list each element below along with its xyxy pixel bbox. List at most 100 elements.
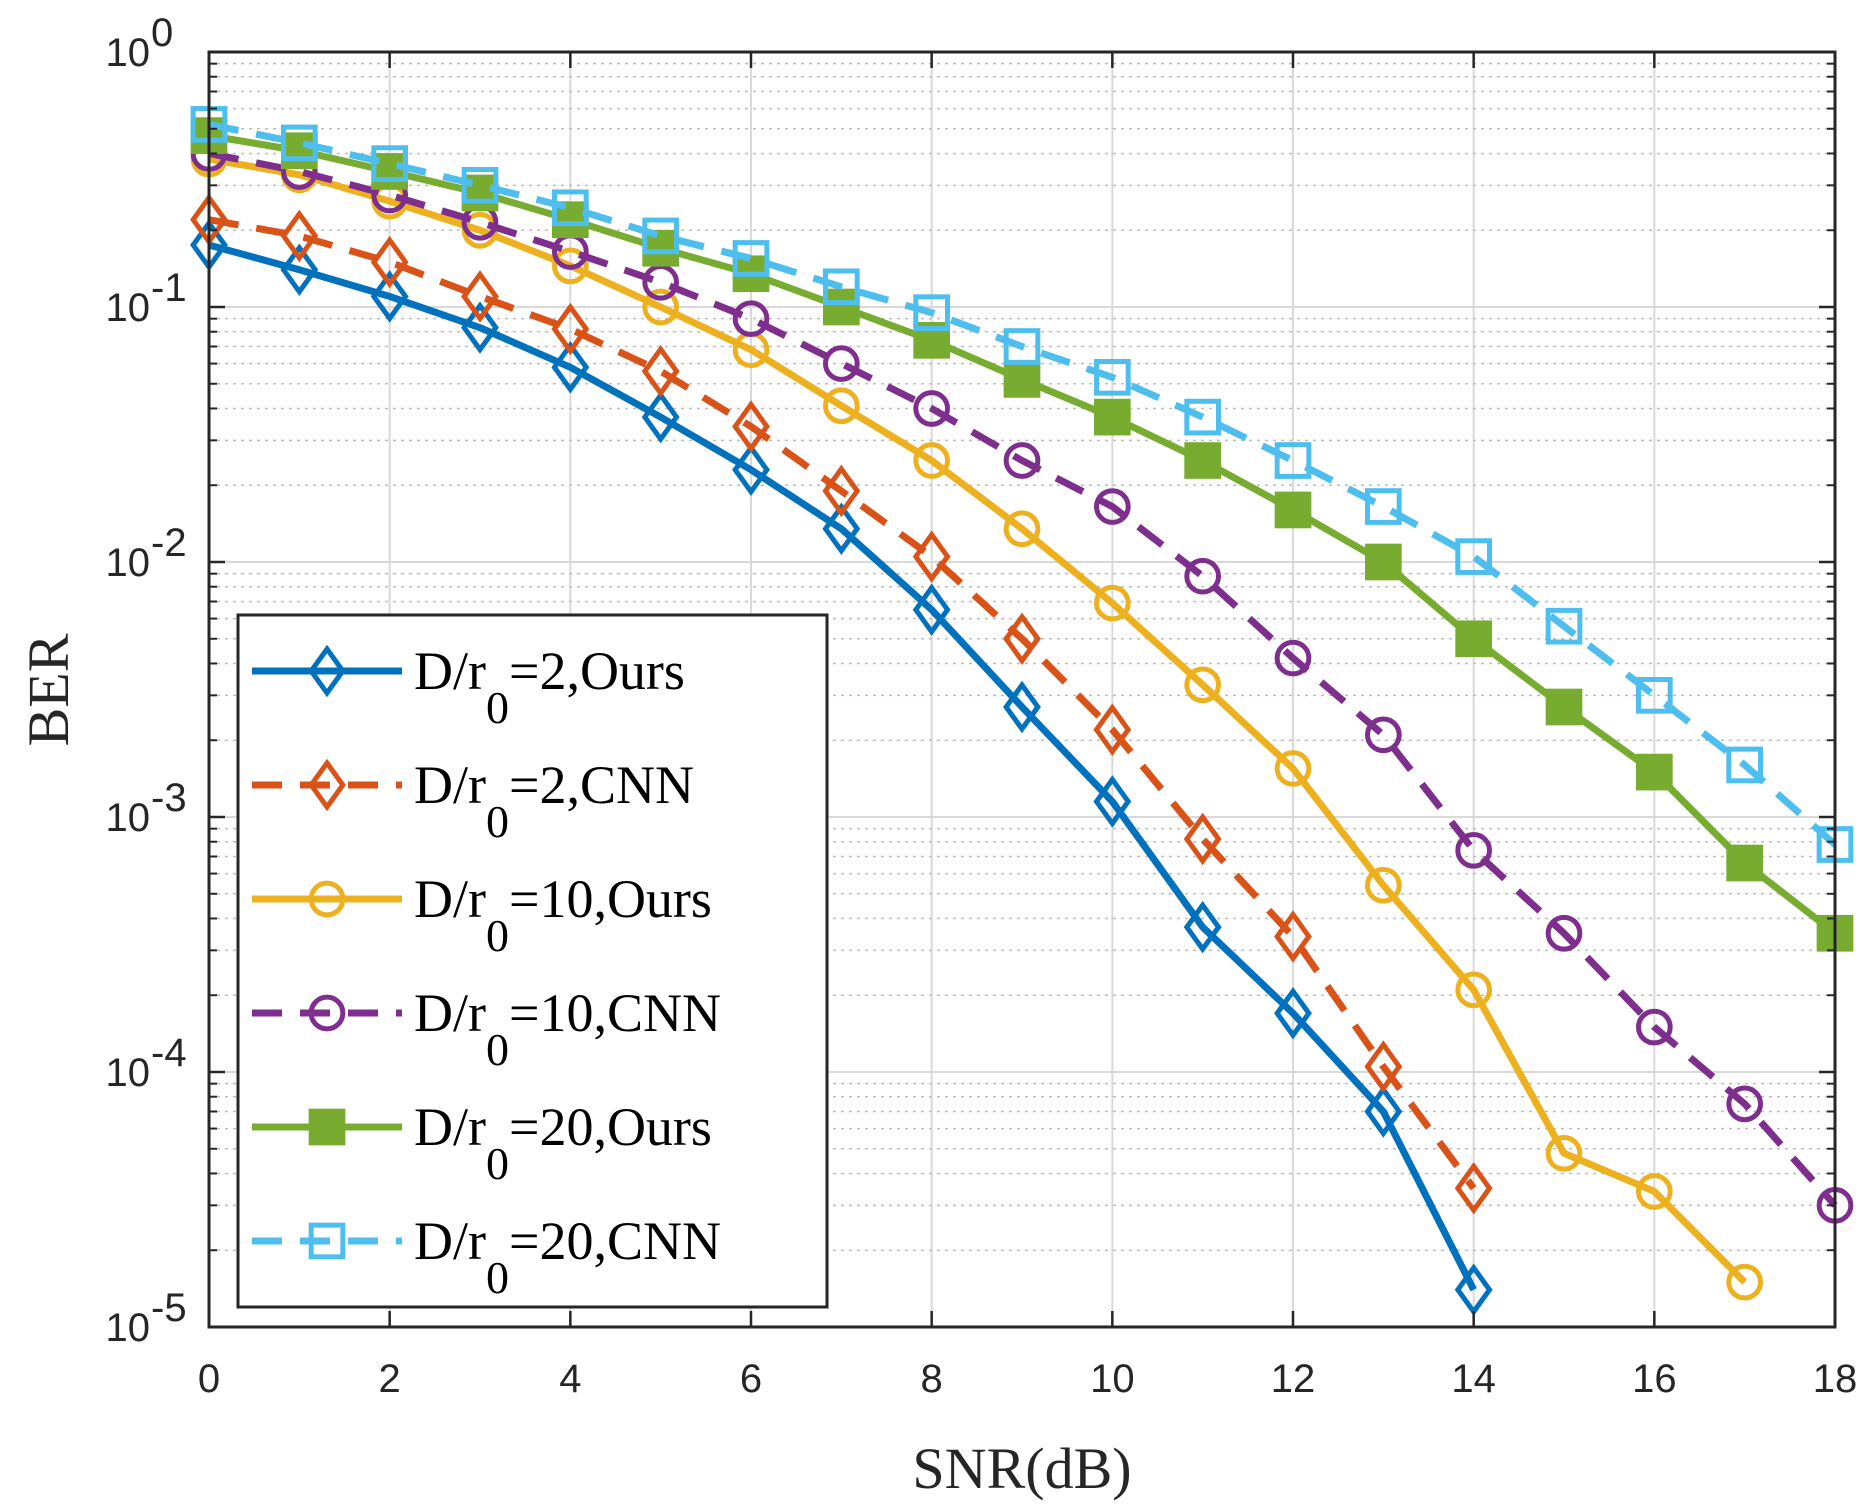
- data-point: [1545, 914, 1583, 952]
- data-point: [1364, 716, 1402, 754]
- legend-label: D/r0=10,CNN: [414, 983, 721, 1075]
- data-point: [1183, 900, 1222, 954]
- x-tick-label: 16: [1632, 1357, 1677, 1401]
- y-tick-exponent: -4: [151, 1031, 187, 1075]
- x-tick-label: 6: [740, 1357, 762, 1401]
- legend-item: D/r0=20,Ours: [252, 1097, 712, 1189]
- legend-item: D/r0=2,CNN: [252, 755, 694, 847]
- data-point: [912, 530, 951, 583]
- data-point: [1726, 746, 1764, 784]
- data-point: [822, 502, 861, 556]
- data-point: [551, 189, 589, 227]
- data-point: [642, 217, 680, 255]
- y-tick-base: 10: [106, 286, 151, 330]
- legend-item: D/r0=20,CNN: [252, 1211, 721, 1303]
- data-point: [1274, 442, 1312, 479]
- legend-marker: [308, 644, 346, 698]
- data-point: [1093, 703, 1132, 756]
- legend-marker: [308, 1108, 346, 1146]
- data-point: [822, 268, 860, 306]
- y-tick-exponent: -3: [151, 776, 187, 820]
- data-point: [1545, 607, 1583, 645]
- y-tick-base: 10: [106, 796, 151, 840]
- data-point: [913, 294, 951, 332]
- data-point: [1183, 812, 1222, 866]
- x-tick-labels: 0 2 4 6 8 10 12 14 16 18: [198, 1357, 1857, 1401]
- y-tick-label: 10 -5: [106, 1286, 187, 1350]
- axes-box: [207, 50, 1837, 1329]
- x-tick-label: 4: [559, 1357, 581, 1401]
- x-axis-label: SNR(dB): [912, 1436, 1131, 1501]
- legend-item: D/r0=2,Ours: [252, 641, 685, 733]
- legend-marker: [308, 758, 346, 812]
- data-point: [1093, 775, 1132, 828]
- series-line: [208, 150, 1838, 1208]
- data-point: [1635, 1008, 1673, 1046]
- y-tick-label: 10 0: [106, 11, 174, 75]
- data-point: [371, 145, 409, 182]
- x-tick-label: 10: [1090, 1357, 1135, 1401]
- data-point: [913, 442, 951, 479]
- data-point: [1455, 538, 1493, 575]
- x-tick-label: 18: [1813, 1357, 1858, 1401]
- data-point: [912, 583, 951, 636]
- data-point: [732, 240, 770, 277]
- data-point: [732, 300, 770, 338]
- data-point: [1003, 510, 1041, 548]
- series-layer: [190, 106, 1854, 1317]
- data-point: [370, 270, 409, 323]
- data-point: [1003, 361, 1041, 398]
- data-point: [551, 302, 590, 356]
- data-point: [461, 166, 499, 204]
- data-point: [1545, 688, 1583, 726]
- data-point: [1364, 543, 1402, 581]
- y-tick-label: 10 -4: [106, 1031, 187, 1095]
- data-point: [1364, 1040, 1403, 1093]
- data-point: [822, 464, 861, 518]
- x-tick-label: 0: [198, 1357, 220, 1401]
- series-1: [190, 218, 1493, 1317]
- legend-label: D/r0=20,CNN: [414, 1211, 721, 1303]
- data-point: [1184, 557, 1222, 595]
- data-point: [1003, 328, 1041, 365]
- series-line: [208, 241, 1477, 1292]
- series-line: [208, 216, 1477, 1191]
- data-point: [1454, 1161, 1493, 1215]
- x-tick-label: 2: [379, 1357, 401, 1401]
- data-point: [1184, 442, 1222, 479]
- y-tick-exponent: -2: [151, 521, 187, 565]
- legend-label: D/r0=2,Ours: [414, 641, 685, 733]
- data-point: [732, 443, 770, 497]
- data-point: [641, 390, 680, 444]
- y-tick-base: 10: [106, 31, 151, 75]
- data-point: [642, 229, 680, 267]
- data-point: [1635, 676, 1673, 714]
- data-point: [1003, 442, 1041, 479]
- data-point: [1726, 1263, 1764, 1301]
- data-point: [1364, 866, 1402, 904]
- data-point: [551, 247, 589, 285]
- data-point: [551, 341, 590, 394]
- data-point: [1274, 750, 1312, 787]
- y-tick-exponent: 0: [151, 11, 173, 55]
- data-point: [280, 209, 319, 263]
- y-tick-exponent: -5: [151, 1286, 187, 1330]
- data-point: [1726, 1085, 1764, 1123]
- data-point: [1364, 1085, 1403, 1138]
- y-tick-label: 10 -1: [106, 266, 187, 330]
- data-point: [1093, 488, 1131, 525]
- y-tick-base: 10: [106, 541, 151, 585]
- x-tick-label: 12: [1271, 1357, 1316, 1401]
- legend-item: D/r0=10,Ours: [252, 869, 712, 961]
- axis-ticks: [207, 50, 1837, 1329]
- data-point: [1364, 488, 1402, 525]
- x-tick-label: 8: [921, 1357, 943, 1401]
- data-point: [913, 390, 951, 427]
- legend: D/r0=2,Ours D/r0=2,CNN D/r0=10,Ours D/r0=10…: [236, 613, 829, 1309]
- legend-marker: [308, 994, 346, 1032]
- data-point: [280, 243, 319, 297]
- legend-box: [236, 613, 829, 1309]
- x-tick-label: 14: [1451, 1357, 1496, 1401]
- legend-label: D/r0=2,CNN: [414, 755, 694, 847]
